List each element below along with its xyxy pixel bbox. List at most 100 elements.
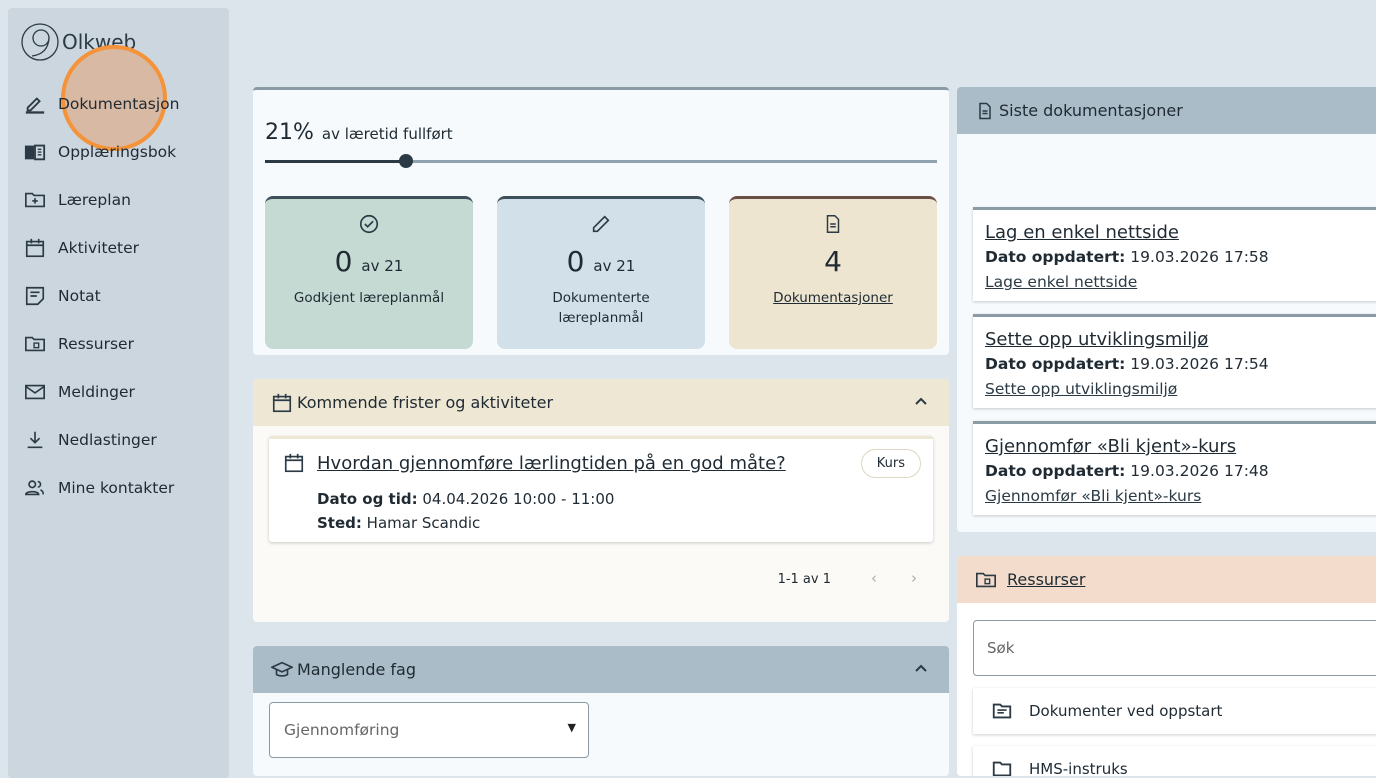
resources-panel: Ressurser Søk Dokumenter ved oppstart HM…	[957, 556, 1376, 776]
resource-label: Dokumenter ved oppstart	[1029, 702, 1223, 720]
doc-title-link[interactable]: Gjennomfør «Bli kjent»-kurs	[985, 436, 1237, 457]
contacts-icon	[25, 480, 45, 496]
sidebar-item-opplaeringsbok[interactable]: Opplæringsbok	[24, 128, 224, 176]
calendar-icon	[25, 238, 45, 258]
progress-text: av læretid fullført	[321, 125, 453, 143]
sidebar-item-label: Ressurser	[58, 335, 134, 353]
sidebar-item-label: Meldinger	[58, 383, 135, 401]
doc-title-link[interactable]: Sette opp utviklingsmiljø	[985, 329, 1209, 350]
sidebar-item-label: Mine kontakter	[58, 479, 175, 497]
date-label: Dato oppdatert:	[985, 355, 1126, 373]
gjennomforing-select[interactable]: Gjennomføring ▼	[269, 702, 589, 758]
sidebar-item-ressurser[interactable]: Ressurser	[24, 320, 224, 368]
search-placeholder: Søk	[987, 639, 1015, 657]
graduation-cap-icon	[271, 661, 293, 677]
stat-documented: 0 av 21 Dokumenterte læreplanmål	[497, 196, 705, 349]
download-icon	[27, 431, 43, 449]
sidebar-item-aktiviteter[interactable]: Aktiviteter	[24, 224, 224, 272]
sidebar-item-notat[interactable]: Notat	[24, 272, 224, 320]
sidebar-item-meldinger[interactable]: Meldinger	[24, 368, 224, 416]
check-circle-icon	[359, 214, 379, 234]
sidebar: Olkweb Dokumentasjon Opplæringsbok Lærep…	[8, 8, 229, 778]
resource-label: HMS-instruks	[1029, 760, 1128, 776]
logo[interactable]: Olkweb	[20, 22, 136, 62]
select-placeholder: Gjennomføring	[284, 721, 400, 739]
sidebar-item-label: Notat	[58, 287, 101, 305]
event-title-link[interactable]: Hvordan gjennomføre lærlingtiden på en g…	[317, 453, 786, 474]
sidebar-item-nedlastinger[interactable]: Nedlastinger	[24, 416, 224, 464]
missing-subjects-panel: Manglende fag Gjennomføring ▼	[253, 646, 949, 776]
missing-header[interactable]: Manglende fag	[253, 646, 949, 693]
stat-label: Godkjent læreplanmål	[293, 290, 445, 306]
folder-icon	[992, 703, 1012, 719]
upcoming-header[interactable]: Kommende frister og aktiviteter	[253, 379, 949, 426]
calendar-icon	[272, 393, 292, 412]
recent-header: Siste dokumentasjoner	[957, 87, 1376, 134]
recent-doc-card: Sette opp utviklingsmiljø Dato oppdatert:…	[973, 314, 1376, 408]
sidebar-item-label: Nedlastinger	[58, 431, 157, 449]
event-place: Hamar Scandic	[366, 514, 481, 532]
doc-date: 19.03.2026 17:54	[1130, 355, 1269, 373]
doc-link[interactable]: Sette opp utviklingsmiljø	[985, 380, 1178, 398]
event-card: Hvordan gjennomføre lærlingtiden på en g…	[269, 436, 933, 542]
stat-value: 0	[566, 245, 585, 278]
resource-item[interactable]: HMS-instruks	[973, 746, 1376, 776]
doc-date: 19.03.2026 17:58	[1130, 248, 1269, 266]
progress-slider	[265, 154, 937, 168]
progress-percent: 21%	[265, 120, 314, 145]
sidebar-item-laereplan[interactable]: Læreplan	[24, 176, 224, 224]
folder-doc-icon	[976, 572, 996, 587]
chevron-up-icon[interactable]	[913, 660, 929, 676]
sidebar-item-label: Opplæringsbok	[58, 143, 177, 161]
document-icon	[979, 102, 991, 119]
sidebar-item-label: Aktiviteter	[58, 239, 140, 257]
section-title: Manglende fag	[297, 660, 417, 679]
calendar-icon	[284, 453, 304, 473]
caret-down-icon: ▼	[567, 721, 576, 734]
stat-value: 0	[334, 245, 353, 278]
doc-title-link[interactable]: Lag en enkel nettside	[985, 222, 1179, 243]
date-label: Dato oppdatert:	[985, 462, 1126, 480]
pencil-icon	[592, 215, 610, 233]
section-title: Siste dokumentasjoner	[999, 101, 1183, 120]
pencil-icon	[25, 97, 45, 114]
folder-plus-icon	[25, 192, 45, 208]
recent-doc-card: Lag en enkel nettside Dato oppdatert: 19.…	[973, 207, 1376, 301]
pagination-info: 1-1 av 1	[777, 572, 831, 587]
sidebar-nav: Dokumentasjon Opplæringsbok Læreplan Akt…	[24, 80, 224, 512]
date-label: Dato og tid:	[317, 490, 418, 508]
event-type-badge: Kurs	[860, 449, 921, 478]
resource-item[interactable]: Dokumenter ved oppstart	[973, 688, 1376, 734]
next-page-button[interactable]: ›	[911, 569, 917, 587]
doc-link[interactable]: Lage enkel nettside	[985, 273, 1138, 291]
stat-value: 4	[824, 245, 842, 278]
sidebar-item-dokumentasjon[interactable]: Dokumentasjon	[24, 80, 224, 128]
sidebar-item-label: Læreplan	[58, 191, 131, 209]
folder-doc-icon	[25, 336, 45, 352]
stat-label: Dokumenterte læreplanmål	[552, 290, 650, 326]
stat-of: av 21	[361, 257, 404, 275]
sidebar-item-mine-kontakter[interactable]: Mine kontakter	[24, 464, 224, 512]
folder-icon	[992, 761, 1012, 776]
chevron-up-icon[interactable]	[913, 393, 929, 409]
recent-doc-card: Gjennomfør «Bli kjent»-kurs Dato oppdater…	[973, 421, 1376, 515]
resources-title-link[interactable]: Ressurser	[1007, 570, 1086, 589]
resources-search-input[interactable]: Søk	[973, 620, 1376, 676]
section-title: Kommende frister og aktiviteter	[297, 393, 554, 412]
date-label: Dato oppdatert:	[985, 248, 1126, 266]
progress-panel: 21% av læretid fullført 0 av 21 Godkjent …	[253, 87, 949, 355]
recent-docs-panel: Siste dokumentasjoner Lag en enkel netts…	[957, 87, 1376, 532]
prev-page-button[interactable]: ‹	[871, 569, 877, 587]
sidebar-item-label: Dokumentasjon	[58, 95, 180, 113]
documentations-link[interactable]: Dokumentasjoner	[773, 290, 893, 306]
stat-documentations: 4 Dokumentasjoner	[729, 196, 937, 349]
place-label: Sted:	[317, 514, 362, 532]
progress-knob	[399, 154, 414, 168]
event-date: 04.04.2026 10:00 - 11:00	[422, 490, 615, 508]
app-name: Olkweb	[62, 30, 137, 54]
book-icon	[24, 144, 46, 161]
mail-icon	[25, 384, 45, 400]
doc-date: 19.03.2026 17:48	[1130, 462, 1269, 480]
doc-link[interactable]: Gjennomfør «Bli kjent»-kurs	[985, 487, 1202, 505]
olkweb-logo-icon	[21, 23, 59, 61]
